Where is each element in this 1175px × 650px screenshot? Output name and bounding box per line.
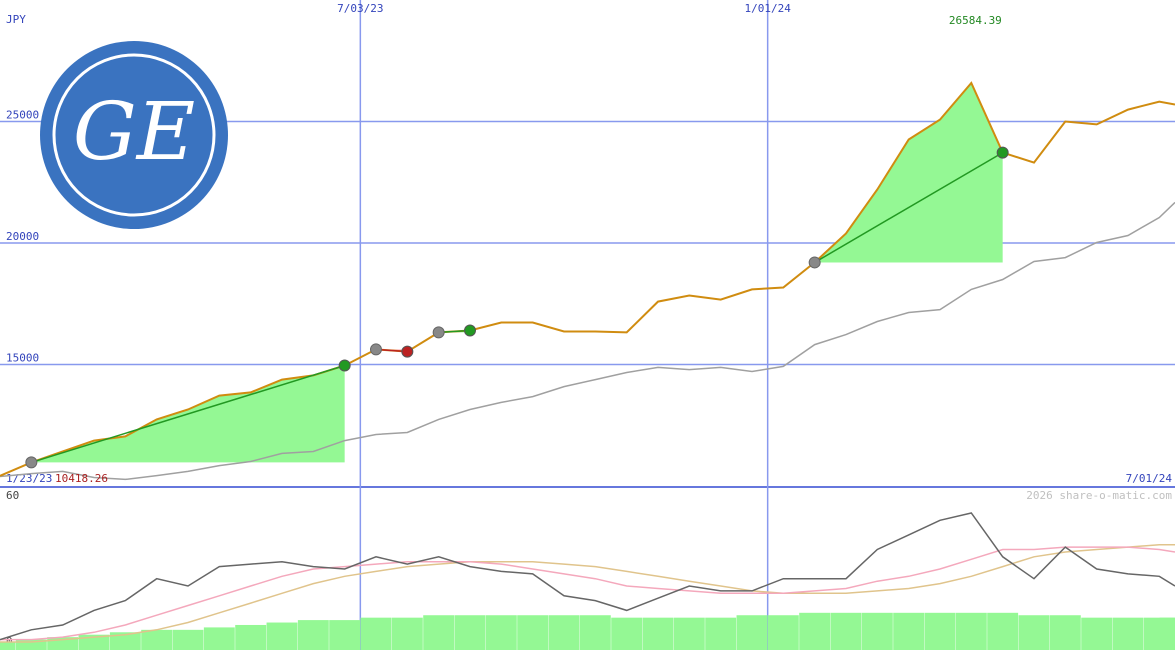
trade-exit bbox=[996, 146, 1009, 159]
trade-exit bbox=[464, 324, 476, 337]
series-line bbox=[0, 543, 1175, 643]
logo-text: GE bbox=[73, 85, 195, 178]
x-tick-label: 7/03/23 bbox=[337, 2, 383, 15]
volume-bar bbox=[611, 617, 643, 650]
volume-bar bbox=[642, 617, 674, 650]
trade-line bbox=[31, 364, 345, 464]
volume-bar bbox=[799, 612, 831, 650]
volume-bar bbox=[1081, 617, 1113, 650]
volume-bar bbox=[517, 615, 549, 650]
trade-exit bbox=[401, 345, 414, 358]
min-label: 10418.26 bbox=[55, 472, 108, 485]
trade-entry bbox=[432, 326, 445, 339]
trade-exit bbox=[338, 359, 351, 372]
unit-label: JPY bbox=[6, 13, 26, 26]
volume-bar bbox=[767, 615, 799, 650]
volume-bar bbox=[203, 627, 235, 650]
y-tick-label: 60 bbox=[6, 489, 19, 502]
series-line bbox=[0, 512, 1175, 641]
volume-bar bbox=[893, 612, 925, 650]
trade-entry bbox=[370, 343, 382, 356]
volume-bar bbox=[548, 615, 580, 650]
volume-bar bbox=[297, 620, 329, 650]
volume-bar bbox=[579, 615, 611, 650]
volume-bar bbox=[1159, 617, 1175, 650]
volume-bar bbox=[391, 617, 423, 650]
volume-bar bbox=[172, 629, 204, 650]
volume-bar bbox=[266, 622, 298, 650]
volume-bar bbox=[423, 615, 455, 650]
logo-disc bbox=[40, 41, 228, 229]
series-line bbox=[0, 81, 1175, 477]
volume-bar bbox=[736, 615, 768, 650]
trade-line bbox=[814, 151, 1004, 264]
volume-bar bbox=[1018, 615, 1050, 650]
volume-bar bbox=[485, 615, 517, 650]
y-tick-label: 20000 bbox=[6, 230, 39, 243]
credit: 2026 share-o-matic.com bbox=[1026, 489, 1172, 502]
volume-bar bbox=[987, 612, 1019, 650]
volume-bar bbox=[1112, 617, 1144, 650]
logo-ring bbox=[52, 53, 216, 217]
volume-bar bbox=[1049, 615, 1081, 650]
trade-entry bbox=[25, 456, 38, 469]
y-tick-label: 15000 bbox=[6, 352, 39, 365]
volume-bar bbox=[109, 632, 141, 650]
trade-area bbox=[814, 82, 1003, 263]
series-line bbox=[0, 201, 1175, 481]
volume-bar bbox=[235, 624, 267, 650]
volume-bar bbox=[0, 642, 16, 650]
volume-bar bbox=[705, 617, 737, 650]
y-tick-label: 25000 bbox=[6, 109, 39, 122]
volume-bar bbox=[141, 629, 173, 650]
volume-bar bbox=[454, 615, 486, 650]
volume-bar bbox=[329, 620, 361, 650]
volume-bar bbox=[360, 617, 392, 650]
volume-bar bbox=[830, 612, 862, 650]
x-tick-label: 1/01/24 bbox=[744, 2, 791, 15]
volume-bar bbox=[955, 612, 987, 650]
x-end-label: 7/01/24 bbox=[1126, 472, 1173, 485]
volume-bar bbox=[924, 612, 956, 650]
series-line bbox=[0, 546, 1175, 641]
max-label: 26584.39 bbox=[949, 14, 1002, 27]
volume-bar bbox=[15, 639, 47, 650]
volume-bar bbox=[673, 617, 705, 650]
trade-entry bbox=[808, 256, 821, 269]
volume-bar bbox=[861, 612, 893, 650]
logo: GE bbox=[40, 41, 228, 229]
volume-bar bbox=[78, 634, 110, 650]
